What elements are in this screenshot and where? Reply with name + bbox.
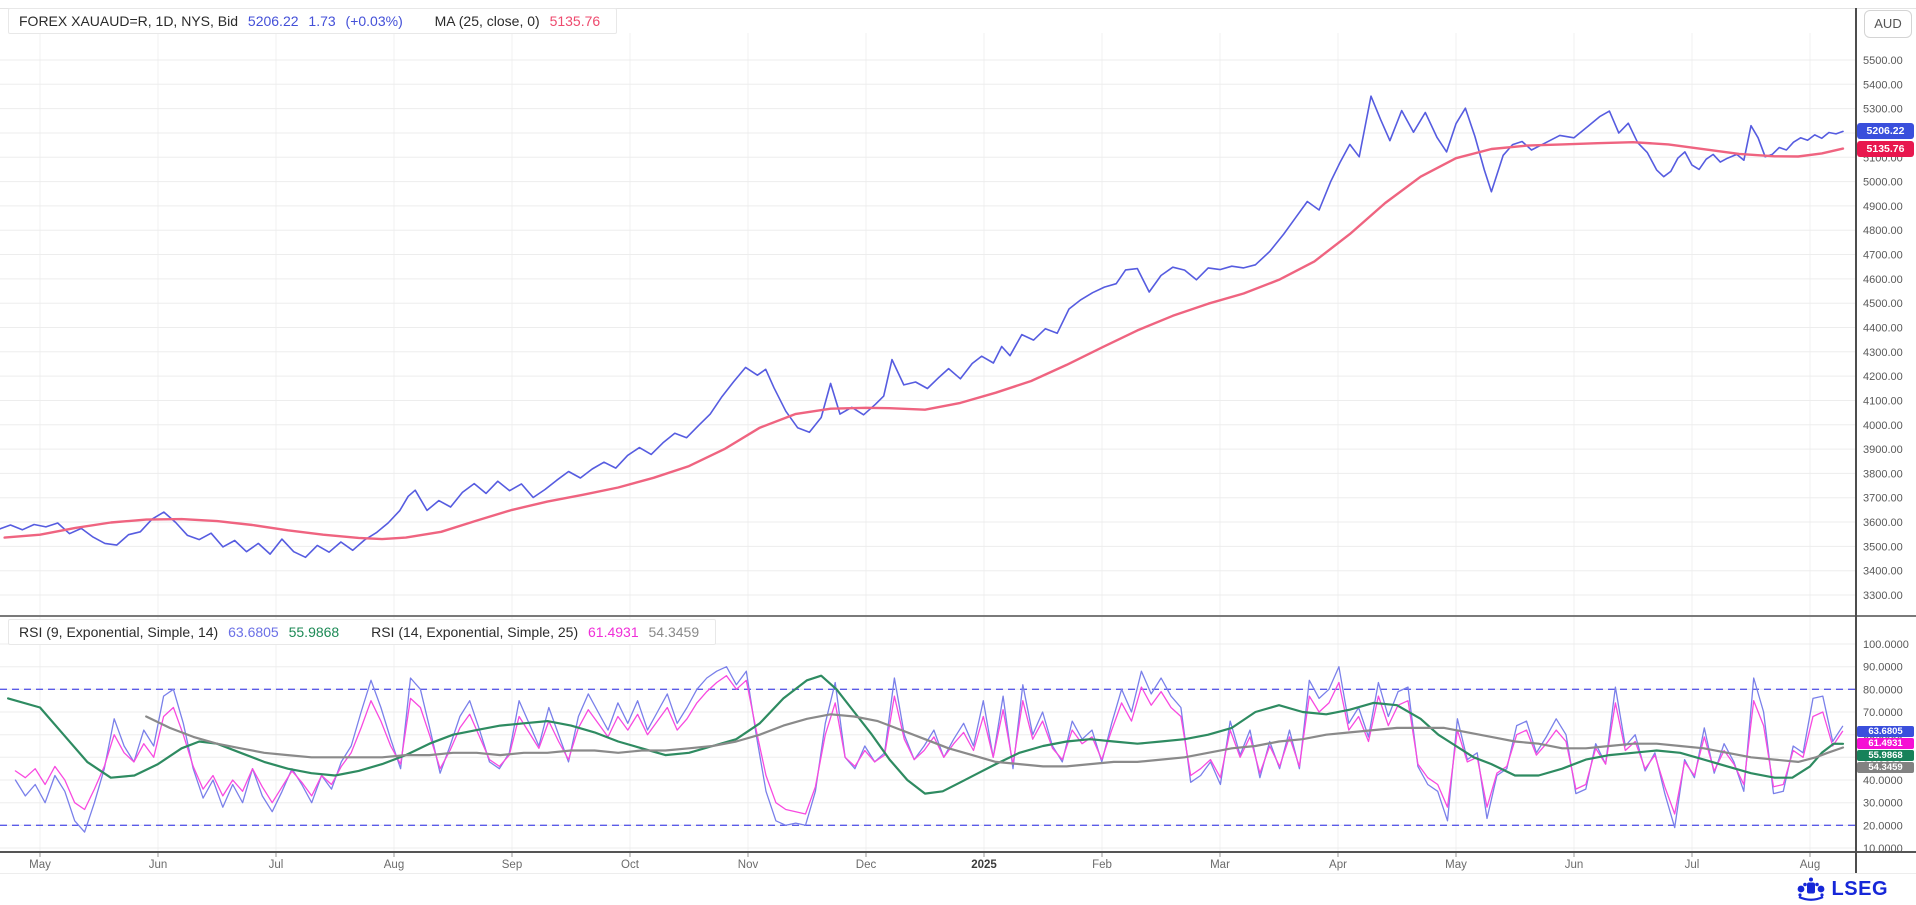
price-axis-tick: 3700.00	[1863, 493, 1903, 505]
x-axis-month-label: Jul	[1685, 859, 1700, 871]
price-axis-tick: 3500.00	[1863, 541, 1903, 553]
price-legend[interactable]: FOREX XAUAUD=R, 1D, NYS, Bid 5206.22 1.7…	[8, 8, 618, 34]
price-change-percent: (+0.03%)	[345, 13, 403, 29]
price-axis-tick: 5000.00	[1863, 177, 1903, 189]
price-axis-tick: 4900.00	[1863, 201, 1903, 213]
x-axis-month-label: Oct	[621, 859, 640, 871]
price-axis-tick: 3400.00	[1863, 566, 1903, 578]
panel-separator[interactable]	[0, 615, 1916, 617]
x-axis-month-label: Aug	[384, 859, 404, 871]
lseg-logo: LSEG	[1796, 876, 1888, 902]
price-axis-tick: 3600.00	[1863, 517, 1903, 529]
rsi-axis-tick: 30.0000	[1863, 798, 1903, 810]
last-price-axis-badge: 5206.22	[1857, 123, 1914, 139]
rsi-legend[interactable]: RSI (9, Exponential, Simple, 14) 63.6805…	[8, 619, 717, 645]
price-axis-tick: 4000.00	[1863, 420, 1903, 432]
price-axis-tick: 4100.00	[1863, 396, 1903, 408]
rsi9-legend-value: 63.6805	[228, 624, 279, 640]
series-ma-25	[3, 141, 1845, 541]
time-axis-separator	[0, 851, 1916, 853]
rsi14-smooth-legend-value: 54.3459	[648, 624, 700, 640]
series-rsi-14-smoothed	[145, 713, 1845, 768]
price-axis-tick: 4600.00	[1863, 274, 1903, 286]
price-axis-tick: 4300.00	[1863, 347, 1903, 359]
price-axis-tick: 5400.00	[1863, 79, 1903, 91]
price-axis-tick: 3800.00	[1863, 468, 1903, 480]
price-axis-tick: 3900.00	[1863, 444, 1903, 456]
ma-legend-label: MA (25, close, 0)	[434, 13, 540, 29]
price-axis-tick: 5500.00	[1863, 55, 1903, 67]
x-axis-month-label: Jun	[1565, 859, 1584, 871]
x-axis-month-label: May	[1445, 859, 1467, 871]
currency-axis-button[interactable]: AUD	[1864, 10, 1912, 38]
rsi-axis-tick: 20.0000	[1863, 820, 1903, 832]
rsi9-axis-badge: 63.6805	[1857, 726, 1914, 737]
series-rsi-9	[14, 666, 1844, 833]
x-axis-month-label: Sep	[502, 859, 522, 871]
ma-axis-badge: 5135.76	[1857, 141, 1914, 157]
x-axis-month-label: Mar	[1210, 859, 1230, 871]
series-rsi-9-smoothed	[7, 674, 1845, 795]
price-change-value: 1.73	[308, 13, 336, 29]
price-axis-tick: 4200.00	[1863, 371, 1903, 383]
x-axis-month-label: Feb	[1092, 859, 1112, 871]
price-axis-tick: 4500.00	[1863, 298, 1903, 310]
ma-legend-value: 5135.76	[549, 13, 601, 29]
rsi14-legend-value: 61.4931	[588, 624, 639, 640]
x-axis-month-label: May	[29, 859, 51, 871]
x-axis-month-label: Jun	[149, 859, 168, 871]
rsi14-legend-label: RSI (14, Exponential, Simple, 25)	[371, 624, 579, 640]
series-bid-price	[0, 95, 1844, 559]
rsi9-smooth-legend-value: 55.9868	[288, 624, 340, 640]
x-axis-month-label: 2025	[971, 859, 997, 871]
rsi14-smooth-axis-badge: 54.3459	[1857, 762, 1914, 773]
x-axis-month-label: Nov	[738, 859, 759, 871]
price-axis-tick: 4700.00	[1863, 250, 1903, 262]
x-axis-month-label: Apr	[1329, 859, 1347, 871]
price-axis-tick: 3300.00	[1863, 590, 1903, 602]
price-axis-tick: 5300.00	[1863, 104, 1903, 116]
x-axis-month-label: Jul	[269, 859, 284, 871]
series-rsi-14	[14, 675, 1844, 815]
rsi-axis-tick: 80.0000	[1863, 684, 1903, 696]
rsi14-axis-badge: 61.4931	[1857, 738, 1914, 749]
lseg-logo-text: LSEG	[1831, 877, 1888, 900]
rsi-axis-tick: 100.0000	[1863, 639, 1909, 651]
lseg-crest-icon	[1797, 877, 1824, 901]
instrument-title: FOREX XAUAUD=R, 1D, NYS, Bid	[19, 13, 239, 29]
price-axis-tick: 4400.00	[1863, 323, 1903, 335]
rsi-axis-tick: 90.0000	[1863, 662, 1903, 674]
price-axis-tick: 4800.00	[1863, 225, 1903, 237]
price-axis-separator[interactable]	[1855, 8, 1857, 873]
rsi-axis-tick: 40.0000	[1863, 775, 1903, 787]
rsi9-smooth-axis-badge: 55.9868	[1857, 750, 1914, 761]
rsi9-legend-label: RSI (9, Exponential, Simple, 14)	[19, 624, 219, 640]
rsi-axis-tick: 70.0000	[1863, 707, 1903, 719]
rsi-axis-tick: 10.0000	[1863, 843, 1903, 855]
x-axis-month-label: Aug	[1800, 859, 1820, 871]
x-axis-month-label: Dec	[856, 859, 877, 871]
last-price-value: 5206.22	[247, 13, 299, 29]
bottom-border-line	[0, 873, 1916, 874]
top-border-line	[0, 8, 1916, 9]
